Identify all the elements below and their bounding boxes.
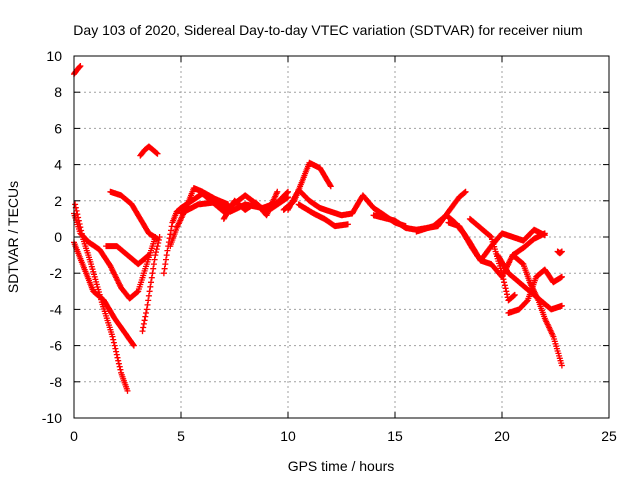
x-axis-label: GPS time / hours <box>288 458 395 474</box>
series-markers <box>137 143 161 159</box>
axes: 0 5 10 15 20 25 -10 -8 -6 -4 -2 0 2 4 6 8 10 <box>42 48 617 444</box>
series-track-13 <box>220 188 281 222</box>
y-tick-label: 10 <box>46 48 62 64</box>
series-markers <box>295 201 351 230</box>
chart-title: Day 103 of 2020, Sidereal Day-to-day VTE… <box>73 22 582 38</box>
series-markers <box>103 243 152 268</box>
series-track-8 <box>139 234 163 335</box>
x-tick-label: 0 <box>70 428 78 444</box>
y-tick-label: 2 <box>54 193 62 209</box>
series-track-9 <box>160 205 184 277</box>
series-track-7 <box>137 143 161 159</box>
series-track-21 <box>466 215 518 304</box>
x-tick-label: 5 <box>177 428 185 444</box>
series-track-3 <box>72 201 131 394</box>
series-markers <box>72 201 131 394</box>
series-markers <box>220 188 281 222</box>
y-tick-label: 6 <box>54 120 62 136</box>
series-markers <box>107 188 161 242</box>
y-tick-label: -8 <box>50 374 63 390</box>
x-tick-label: 15 <box>387 428 403 444</box>
series-markers <box>71 63 84 78</box>
series-markers <box>509 252 565 369</box>
y-tick-label: -10 <box>42 410 62 426</box>
series-track-16 <box>295 201 351 230</box>
data-markers <box>71 63 565 394</box>
series-track-5 <box>103 243 152 268</box>
x-tick-label: 20 <box>494 428 510 444</box>
y-axis-label: SDTVAR / TECUs <box>5 181 21 293</box>
series-markers <box>554 248 565 257</box>
x-tick-label: 10 <box>280 428 296 444</box>
series-track-1 <box>71 63 84 78</box>
x-tick-label: 25 <box>601 428 617 444</box>
series-markers <box>160 205 184 277</box>
y-tick-label: -2 <box>50 265 63 281</box>
y-tick-label: 0 <box>54 229 62 245</box>
y-tick-label: 8 <box>54 84 62 100</box>
series-track-25 <box>554 248 565 257</box>
series-markers <box>139 234 163 335</box>
series-markers <box>285 186 356 219</box>
y-tick-label: -6 <box>50 338 63 354</box>
y-tick-label: 4 <box>54 157 62 173</box>
series-track-15 <box>285 186 356 219</box>
y-tick-label: -4 <box>50 301 63 317</box>
series-markers <box>466 215 518 304</box>
series-track-6 <box>107 188 161 242</box>
series-track-24 <box>509 252 565 369</box>
